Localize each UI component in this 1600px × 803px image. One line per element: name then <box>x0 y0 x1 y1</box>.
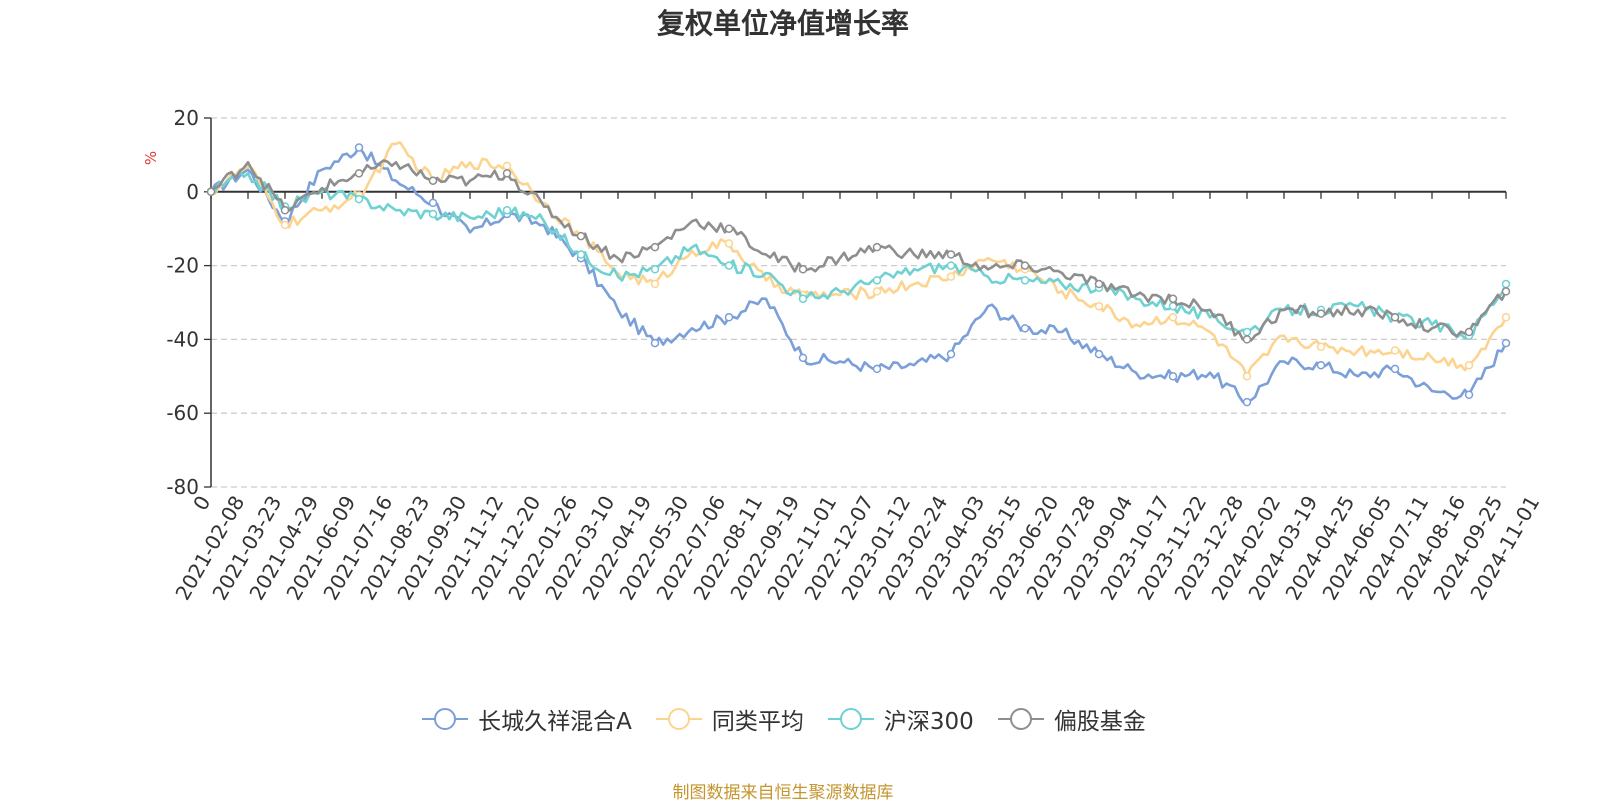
data-point <box>502 169 512 178</box>
series-lines <box>206 141 1511 407</box>
y-axis-label: % <box>142 151 160 165</box>
data-point <box>1168 372 1178 381</box>
data-point <box>280 206 290 215</box>
data-point <box>280 220 290 230</box>
y-tick-label: -40 <box>166 327 199 351</box>
data-point <box>502 206 512 215</box>
legend-label: 沪深300 <box>883 709 974 735</box>
legend-marker-icon <box>422 708 469 730</box>
data-point <box>650 242 660 252</box>
data-point <box>1020 324 1030 333</box>
data-point <box>724 261 734 270</box>
series-line <box>210 159 1508 342</box>
data-point <box>946 272 956 281</box>
gridlines <box>211 117 1506 488</box>
y-tick-label: -80 <box>166 475 199 499</box>
data-point <box>428 176 438 185</box>
data-point <box>798 265 808 274</box>
legend-item[interactable]: 沪深300 <box>826 702 974 736</box>
y-tick-label: -20 <box>166 254 199 278</box>
data-point <box>1094 349 1104 359</box>
data-point <box>1390 313 1400 322</box>
data-point <box>1501 279 1511 289</box>
data-point <box>1390 364 1400 374</box>
legend-item[interactable]: 偏股基金 <box>996 702 1146 736</box>
data-point <box>724 239 734 248</box>
legend-marker-icon <box>827 708 874 730</box>
data-point <box>724 224 734 233</box>
data-point <box>1501 313 1511 322</box>
series-line <box>210 141 1508 378</box>
data-point <box>1168 313 1178 322</box>
data-point <box>1316 309 1326 318</box>
y-tick-label: 20 <box>174 106 199 130</box>
legend: 长城久祥混合A 同类平均 沪深300 偏股基金 <box>0 702 1566 736</box>
legend-label: 长城久祥混合A <box>478 709 632 735</box>
y-tick-label: 0 <box>186 180 199 204</box>
data-point <box>872 276 882 285</box>
series-line <box>209 146 1508 404</box>
source-note: 制图数据来自恒生聚源数据库 <box>672 783 894 803</box>
series-line <box>210 170 1508 340</box>
legend-label: 偏股基金 <box>1053 709 1146 735</box>
data-point <box>354 194 364 204</box>
data-point <box>1464 360 1474 370</box>
data-point <box>1501 338 1511 348</box>
data-point <box>428 209 438 219</box>
data-point <box>1242 327 1252 337</box>
data-point <box>650 279 660 289</box>
data-point <box>724 313 734 322</box>
data-point <box>1316 360 1326 370</box>
data-point <box>576 250 586 259</box>
chart-title: 复权单位净值增长率 <box>656 7 909 40</box>
data-point <box>946 261 956 270</box>
data-point <box>502 161 512 171</box>
data-point <box>946 349 956 359</box>
data-point <box>1464 390 1474 399</box>
data-point <box>1094 301 1104 311</box>
data-point <box>1242 335 1252 344</box>
data-point <box>428 198 438 208</box>
data-point <box>1242 372 1252 381</box>
data-point <box>206 187 216 197</box>
data-point <box>1168 294 1178 304</box>
axes: 20 0 -20 -40 -60 -80 <box>166 106 1507 499</box>
data-point <box>1464 327 1474 337</box>
legend-marker-icon <box>997 708 1044 730</box>
data-point <box>872 364 882 374</box>
data-point <box>1501 287 1511 296</box>
data-point <box>872 242 882 252</box>
data-point <box>650 338 660 348</box>
legend-item[interactable]: 同类平均 <box>654 702 804 736</box>
data-point <box>354 169 364 178</box>
data-point <box>872 287 882 296</box>
line-chart: 20 0 -20 -40 -60 -80 % 02021-02-082021-03-232… <box>142 106 1544 605</box>
data-point <box>1316 342 1326 352</box>
legend-label: 同类平均 <box>711 709 804 735</box>
data-point <box>798 353 808 363</box>
data-point <box>946 250 956 259</box>
y-tick-label: -60 <box>166 401 199 425</box>
data-point <box>1242 397 1252 407</box>
data-point <box>1020 261 1030 270</box>
data-point <box>650 265 660 274</box>
data-point <box>1094 279 1104 289</box>
data-point <box>354 143 364 152</box>
data-point <box>798 294 808 304</box>
x-tick-label: 0 <box>188 492 215 515</box>
legend-item[interactable]: 长城久祥混合A <box>420 702 632 736</box>
data-point <box>1390 346 1400 355</box>
x-tick-labels: 02021-02-082021-03-232021-04-292021-06-0… <box>170 492 1544 605</box>
legend-marker-icon <box>655 708 702 730</box>
data-point <box>1020 276 1030 285</box>
data-point <box>576 231 586 241</box>
